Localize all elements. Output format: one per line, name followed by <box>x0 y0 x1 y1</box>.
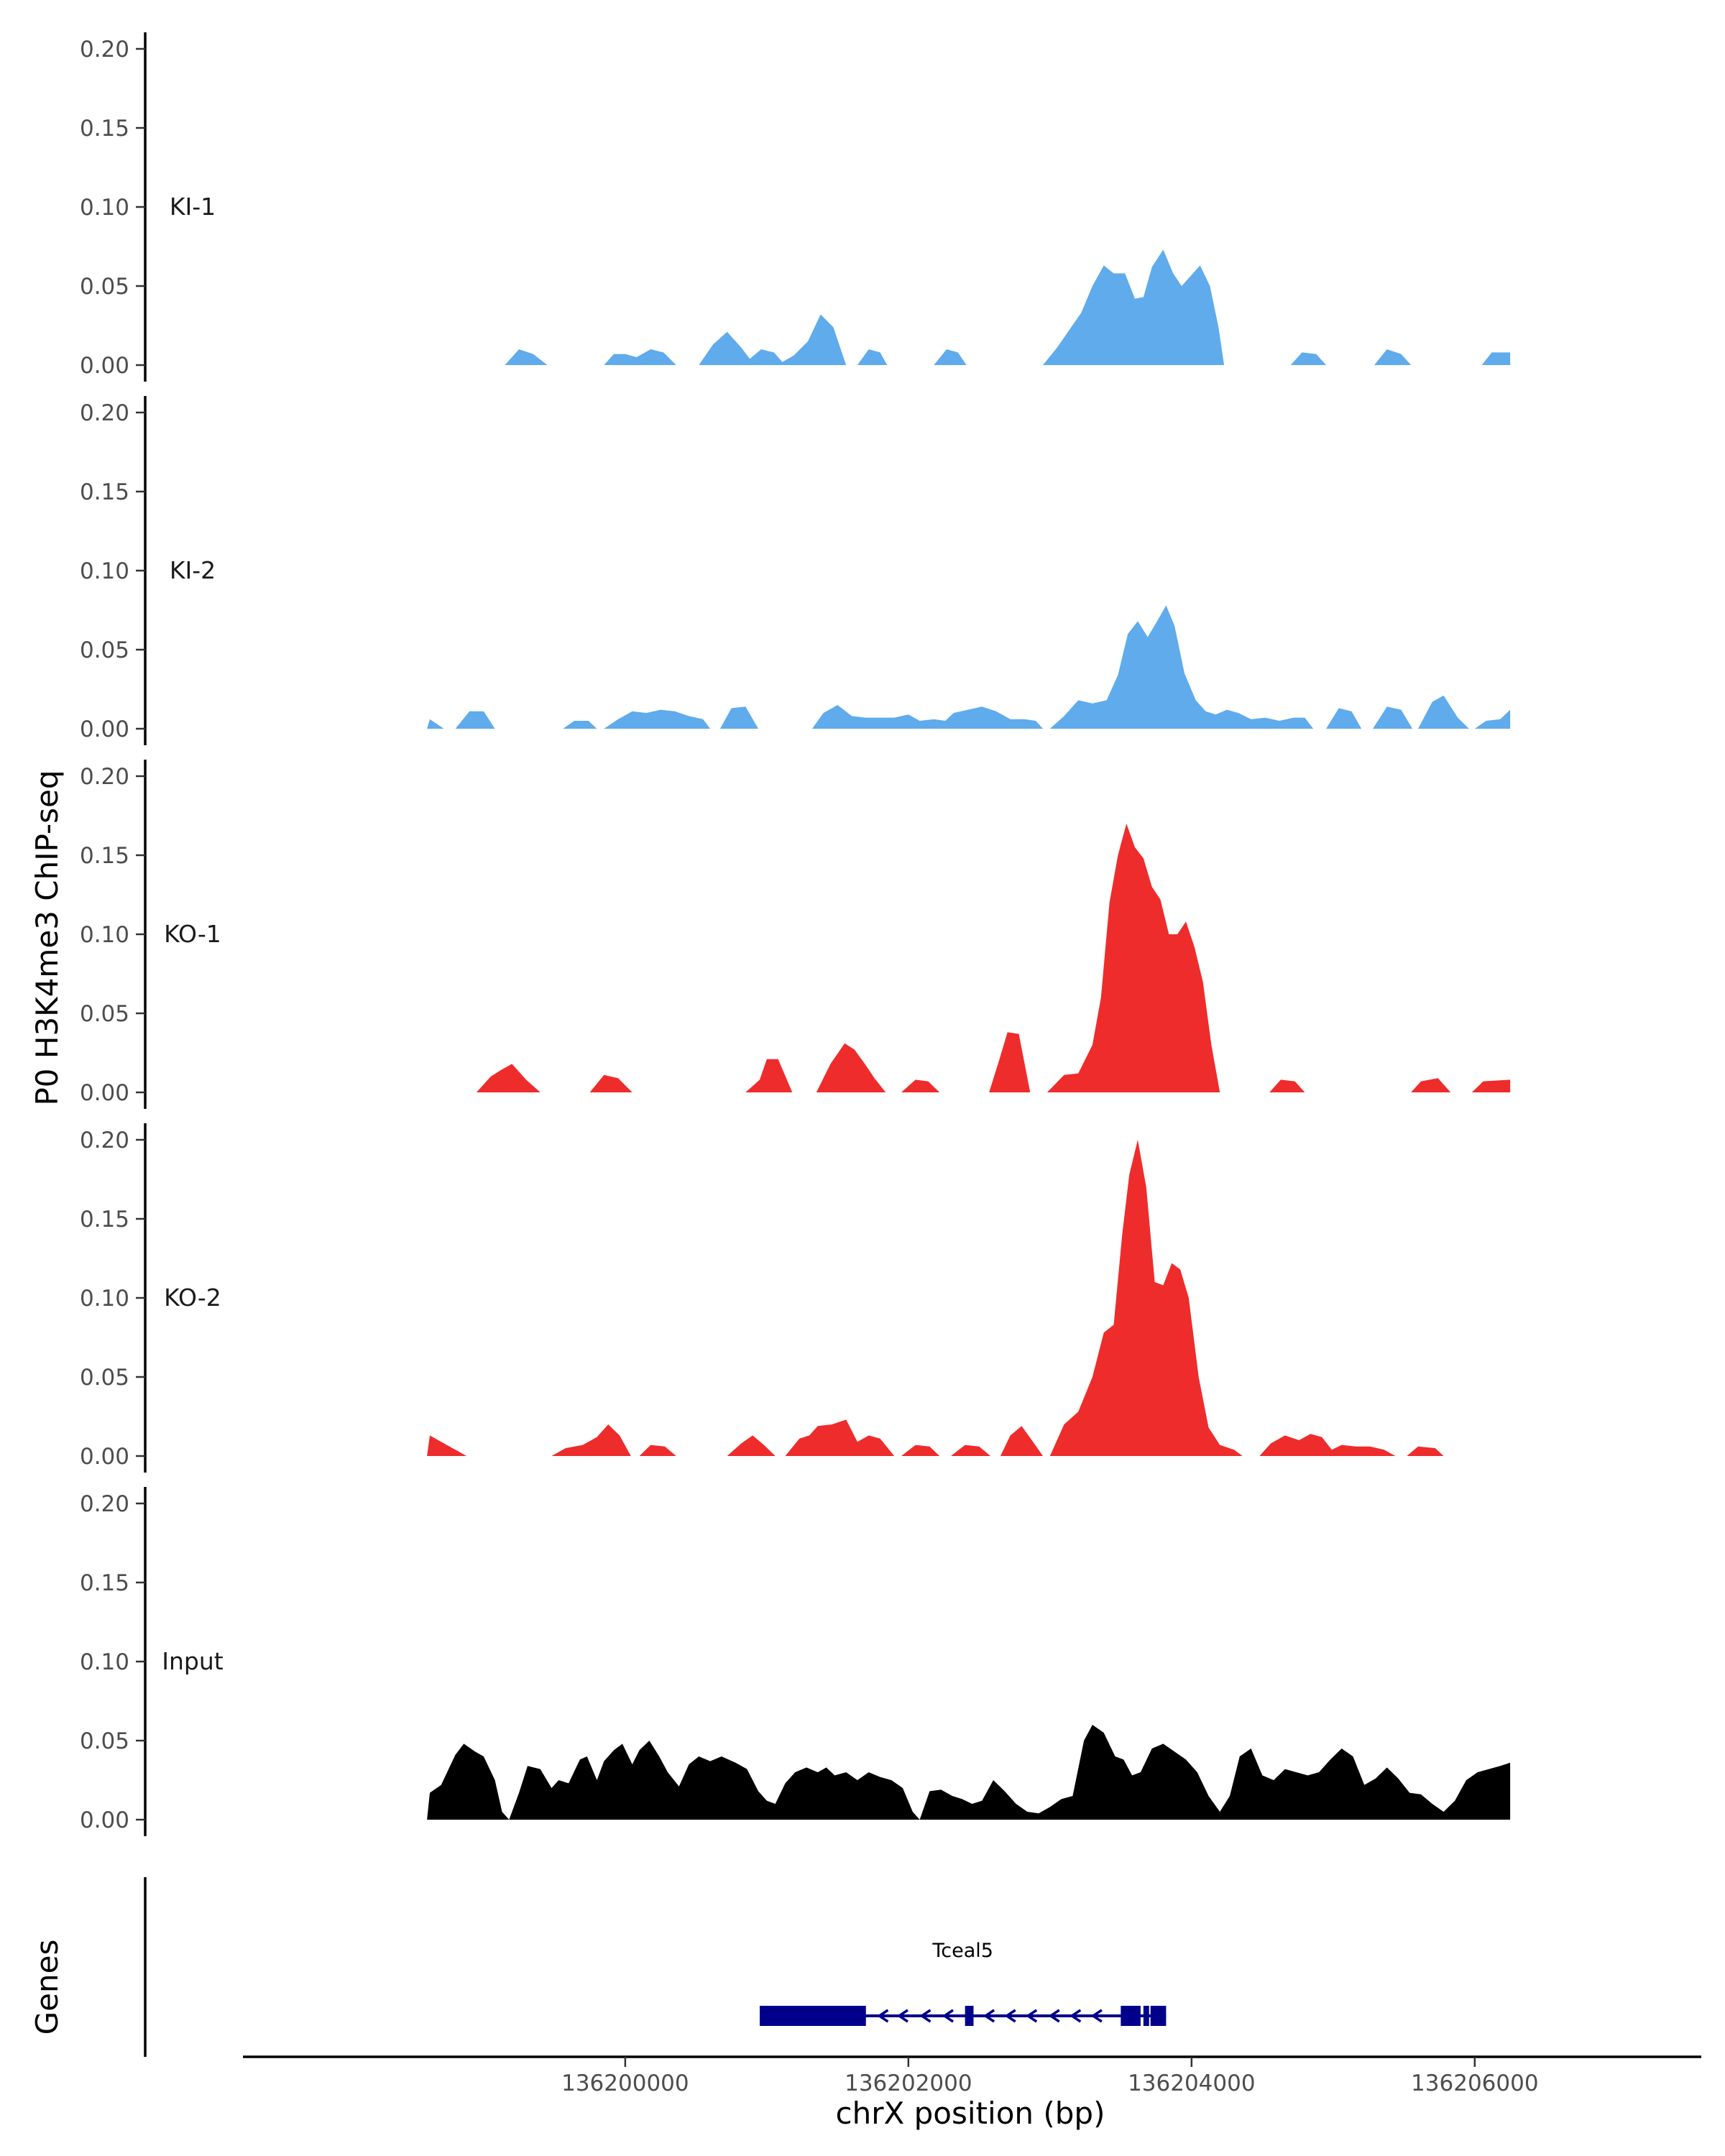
track-label: KI-2 <box>170 556 216 584</box>
y-axis-title: P0 H3K4me3 ChIP-seq <box>29 770 65 1105</box>
strand-arrow <box>877 2009 889 2023</box>
y-tick-label: 0.20 <box>80 400 129 426</box>
y-tick-label: 0.10 <box>80 195 129 221</box>
y-tick-label: 0.00 <box>80 717 129 742</box>
gene-exon <box>1121 2006 1141 2026</box>
strand-arrow <box>1004 2009 1016 2023</box>
y-tick-label: 0.05 <box>80 1728 129 1754</box>
y-tick-label: 0.15 <box>80 116 129 142</box>
strand-arrow <box>942 2009 954 2023</box>
track-label: KO-1 <box>164 920 221 948</box>
signal-area-ki-1 <box>505 249 1511 365</box>
x-tick-label: 136206000 <box>1411 2070 1539 2096</box>
y-tick-label: 0.20 <box>80 1128 129 1153</box>
strand-arrow <box>1070 2009 1082 2023</box>
y-tick-label: 0.10 <box>80 1286 129 1312</box>
gene-exon <box>1150 2006 1167 2026</box>
gene-exon <box>965 2006 974 2026</box>
strand-arrow <box>919 2009 932 2023</box>
y-tick-label: 0.20 <box>80 764 129 790</box>
tracks-layer: 0.00 0.05 0.10 0.15 0.20 KI-1 0.00 0.05 0.10 0.15… <box>80 32 1511 1836</box>
strand-arrow <box>1090 2009 1103 2023</box>
y-tick-label: 0.05 <box>80 1365 129 1391</box>
gene-name-label: Tceal5 <box>932 1940 993 1962</box>
track-ki-1: 0.00 0.05 0.10 0.15 0.20 KI-1 <box>80 32 1511 382</box>
track-label: Input <box>162 1647 224 1675</box>
signal-area-ko-2 <box>427 1140 1444 1456</box>
strand-arrow <box>896 2009 908 2023</box>
y-tick-label: 0.10 <box>80 922 129 948</box>
strand-arrow <box>1048 2009 1060 2023</box>
track-label: KI-1 <box>170 193 216 221</box>
y-tick-label: 0.05 <box>80 1001 129 1027</box>
x-axis: 136200000 136202000 136204000 136206000 <box>243 2055 1701 2096</box>
y-tick-label: 0.20 <box>80 1491 129 1517</box>
signal-area-ki-2 <box>427 605 1511 729</box>
signal-area-input <box>427 1725 1511 1820</box>
y-tick-label: 0.10 <box>80 558 129 584</box>
signal-area-ko-1 <box>477 824 1511 1092</box>
y-tick-label: 0.00 <box>80 353 129 379</box>
y-tick-label: 0.20 <box>80 37 129 63</box>
strand-arrow <box>983 2009 995 2023</box>
y-tick-label: 0.05 <box>80 637 129 663</box>
track-ko-2: 0.00 0.05 0.10 0.15 0.20 KO-2 <box>80 1123 1444 1473</box>
x-tick-label: 136202000 <box>845 2070 972 2096</box>
track-ko-1: 0.00 0.05 0.10 0.15 0.20 KO-1 <box>80 760 1511 1109</box>
y-tick-label: 0.15 <box>80 479 129 505</box>
gene-exon <box>760 2006 866 2026</box>
track-label: KO-2 <box>164 1284 221 1312</box>
y-tick-label: 0.15 <box>80 1207 129 1233</box>
y-tick-label: 0.15 <box>80 843 129 869</box>
track-input: 0.00 0.05 0.10 0.15 0.20 Input <box>80 1487 1511 1836</box>
y-tick-label: 0.00 <box>80 1807 129 1833</box>
x-axis-title: chrX position (bp) <box>836 2096 1105 2131</box>
track-ki-2: 0.00 0.05 0.10 0.15 0.20 KI-2 <box>80 396 1511 745</box>
strand-arrow <box>1026 2009 1038 2023</box>
x-tick-label: 136204000 <box>1128 2070 1256 2096</box>
genes-panel-title: Genes <box>29 1940 65 2035</box>
y-tick-label: 0.10 <box>80 1649 129 1675</box>
x-tick-label: 136200000 <box>561 2070 689 2096</box>
y-tick-label: 0.15 <box>80 1570 129 1596</box>
y-tick-label: 0.00 <box>80 1080 129 1106</box>
gene-exon <box>1143 2006 1149 2026</box>
y-tick-label: 0.00 <box>80 1444 129 1470</box>
genes-panel: Tceal5 <box>144 1877 1167 2057</box>
y-tick-label: 0.05 <box>80 274 129 300</box>
